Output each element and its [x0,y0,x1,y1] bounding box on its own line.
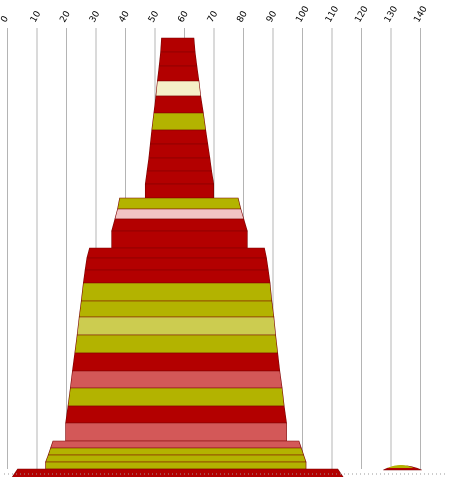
side-mound-upper [387,465,414,468]
band-5 [153,95,204,114]
x-tick-label-120: 120 [353,4,370,24]
band-13 [114,208,245,220]
band-6 [151,112,207,131]
x-tick-label-30: 30 [88,9,103,24]
x-tick-label-10: 10 [29,9,44,24]
x-tick-label-60: 60 [176,9,191,24]
band-14 [111,218,248,232]
x-axis-ticks: 0 10 20 30 40 50 60 70 80 90 100 110 120 130 140 [0,4,430,24]
band-2 [158,51,198,67]
x-tick-label-0: 0 [0,14,11,24]
x-tick-label-110: 110 [324,4,341,24]
band-7 [149,129,209,145]
x-tick-label-20: 20 [58,9,73,24]
band-25 [67,387,285,407]
band-29 [47,447,305,456]
stacked-bands [11,37,344,477]
band-16 [86,247,267,259]
side-mound [383,465,422,471]
band-21 [76,316,276,336]
x-tick-label-130: 130 [383,4,400,24]
x-tick-label-90: 90 [265,9,280,24]
band-3 [157,65,200,82]
band-20 [78,300,275,318]
band-31 [45,461,307,470]
band-10 [144,170,215,185]
band-12 [117,197,242,210]
band-15 [111,230,248,249]
band-32 [11,468,344,477]
band-9 [146,157,212,172]
band-18 [82,269,271,284]
band-11 [144,183,215,199]
band-22 [74,334,279,354]
band-23 [72,352,281,372]
band-26 [65,405,287,424]
x-tick-label-140: 140 [412,4,429,24]
x-tick-label-80: 80 [235,9,250,24]
x-tick-label-70: 70 [206,9,221,24]
x-tick-label-40: 40 [117,9,132,24]
band-1 [160,37,196,53]
x-tick-label-50: 50 [147,9,162,24]
band-30 [45,454,307,463]
band-19 [80,282,273,302]
band-24 [69,370,283,389]
band-4 [155,80,202,97]
band-27 [65,422,287,442]
band-17 [84,257,269,271]
band-28 [50,440,302,449]
band-8 [148,143,211,159]
x-tick-label-100: 100 [294,4,311,24]
